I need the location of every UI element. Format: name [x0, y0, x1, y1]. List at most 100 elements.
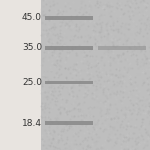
- Point: [104, 95, 107, 97]
- Point: [103, 113, 106, 115]
- Point: [67, 68, 69, 70]
- Point: [94, 43, 97, 45]
- Point: [81, 7, 84, 9]
- Point: [41, 138, 43, 141]
- Point: [142, 125, 145, 127]
- Point: [102, 89, 105, 92]
- Point: [92, 115, 95, 117]
- Point: [88, 4, 91, 7]
- Point: [109, 102, 111, 105]
- Point: [124, 127, 127, 130]
- Point: [126, 37, 129, 40]
- Point: [117, 76, 119, 78]
- Point: [83, 147, 85, 149]
- Point: [98, 124, 100, 126]
- Point: [46, 9, 48, 12]
- Point: [48, 5, 51, 7]
- Point: [140, 22, 142, 24]
- Point: [88, 37, 91, 39]
- Point: [65, 76, 67, 79]
- Point: [46, 123, 49, 125]
- Point: [56, 84, 58, 86]
- Point: [66, 41, 69, 43]
- Point: [130, 28, 132, 30]
- Point: [51, 137, 54, 140]
- Point: [111, 128, 114, 130]
- Point: [130, 13, 132, 16]
- Point: [78, 149, 80, 150]
- Point: [122, 140, 125, 142]
- Point: [125, 50, 128, 52]
- Point: [58, 52, 61, 54]
- Point: [44, 102, 46, 104]
- Point: [60, 130, 62, 132]
- Point: [49, 81, 52, 83]
- Point: [75, 23, 78, 26]
- Point: [88, 50, 91, 52]
- Point: [54, 141, 57, 144]
- Point: [101, 55, 103, 58]
- Point: [48, 38, 51, 40]
- Point: [89, 77, 91, 80]
- Point: [127, 120, 129, 123]
- Point: [44, 103, 46, 106]
- Point: [116, 59, 119, 62]
- Point: [54, 50, 56, 52]
- Point: [146, 4, 148, 7]
- Point: [48, 1, 50, 4]
- Point: [107, 81, 109, 84]
- Point: [101, 127, 104, 129]
- Point: [125, 143, 128, 145]
- Point: [48, 40, 50, 43]
- Point: [76, 83, 78, 86]
- Point: [144, 144, 146, 146]
- Point: [97, 67, 99, 70]
- Point: [59, 11, 61, 14]
- Point: [40, 16, 42, 19]
- Point: [57, 85, 59, 88]
- Point: [127, 23, 129, 25]
- Point: [43, 84, 45, 86]
- Point: [66, 54, 69, 56]
- Point: [82, 84, 84, 86]
- Point: [75, 63, 78, 65]
- Point: [107, 77, 110, 80]
- Point: [60, 57, 62, 59]
- Point: [145, 57, 147, 60]
- Point: [98, 113, 101, 116]
- Point: [48, 138, 50, 140]
- Point: [66, 127, 69, 130]
- Point: [75, 15, 77, 18]
- Point: [50, 134, 53, 136]
- Point: [99, 99, 101, 102]
- Point: [132, 103, 134, 105]
- Point: [110, 46, 112, 48]
- Point: [53, 22, 55, 24]
- Point: [89, 106, 92, 108]
- Point: [59, 113, 61, 115]
- Point: [105, 115, 108, 118]
- Point: [98, 16, 101, 19]
- Point: [129, 113, 132, 116]
- Point: [88, 35, 90, 37]
- Point: [93, 80, 96, 82]
- Point: [116, 7, 118, 9]
- Point: [109, 5, 111, 8]
- Point: [50, 145, 52, 147]
- Point: [45, 2, 47, 5]
- Point: [131, 42, 134, 44]
- Point: [148, 28, 150, 30]
- Point: [93, 128, 96, 130]
- Point: [146, 99, 148, 101]
- Point: [68, 15, 70, 18]
- Point: [95, 22, 97, 24]
- Point: [102, 50, 104, 53]
- Point: [128, 83, 131, 85]
- Point: [115, 74, 117, 76]
- Point: [98, 18, 100, 21]
- Point: [64, 4, 66, 7]
- Point: [145, 24, 148, 27]
- Point: [54, 146, 56, 149]
- Point: [64, 42, 66, 44]
- Point: [127, 122, 129, 124]
